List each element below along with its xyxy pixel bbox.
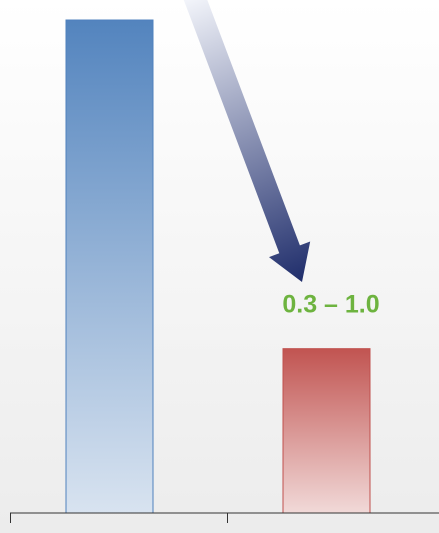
arrow bbox=[183, 0, 311, 282]
bar bbox=[282, 348, 371, 514]
bar bbox=[65, 19, 154, 514]
annotation: 0.3 – 1.0 bbox=[282, 291, 379, 319]
